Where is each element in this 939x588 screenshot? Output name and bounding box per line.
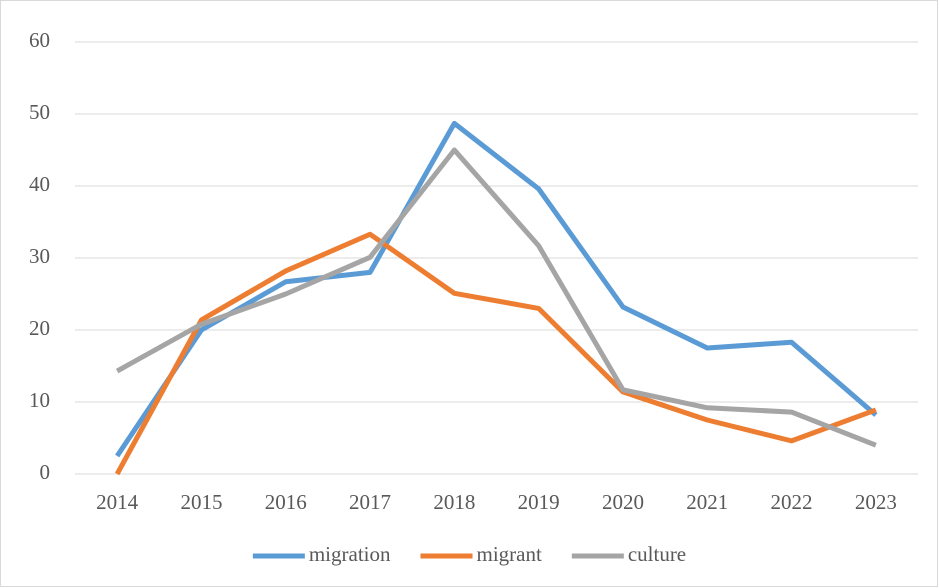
x-tick-label: 2014 [96, 490, 139, 514]
x-tick-label: 2021 [686, 490, 728, 514]
x-tick-label: 2015 [180, 490, 222, 514]
x-tick-label: 2017 [349, 490, 391, 514]
x-tick-label: 2019 [518, 490, 560, 514]
x-tick-label: 2023 [855, 490, 897, 514]
y-tick-label: 60 [29, 28, 50, 52]
series-line [114, 231, 877, 476]
y-tick-label: 30 [29, 244, 50, 268]
x-tick-label: 2016 [265, 490, 307, 514]
y-tick-label: 0 [40, 460, 51, 484]
y-tick-label: 40 [29, 172, 50, 196]
legend-label: migration [309, 542, 391, 566]
x-tick-label: 2020 [602, 490, 644, 514]
x-tick-label: 2022 [771, 490, 813, 514]
legend-label: culture [628, 542, 686, 566]
y-tick-label: 20 [29, 316, 50, 340]
legend-label: migrant [477, 542, 542, 566]
series-line [115, 147, 877, 448]
y-tick-label: 50 [29, 100, 50, 124]
x-tick-label: 2018 [433, 490, 475, 514]
y-tick-label: 10 [29, 388, 50, 412]
series-line [115, 120, 878, 458]
